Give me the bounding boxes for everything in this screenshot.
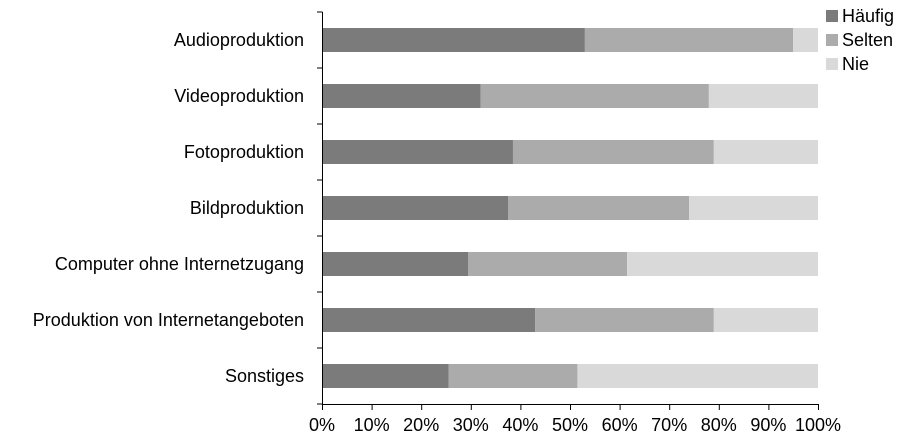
bar-h-ufig-0 [322,28,585,52]
legend-swatch-nie [826,58,838,70]
legend-swatch-h-ufig [826,10,838,22]
category-label: Produktion von Internetangeboten [33,310,304,330]
bar-h-ufig-3 [322,196,508,220]
legend-label: Selten [842,30,893,50]
legend: Häufig Selten Nie [826,6,894,74]
x-tick-label: 50% [552,415,588,435]
bar-selten-6 [448,364,578,388]
bar-nie-6 [577,364,818,388]
bar-selten-3 [508,196,690,220]
bar-nie-0 [793,28,818,52]
bar-selten-1 [480,84,709,108]
bar-selten-5 [535,308,714,332]
x-tick-label: 40% [502,415,538,435]
x-tick-label: 100% [795,415,841,435]
x-tick-label: 10% [354,415,390,435]
x-tick-label: 80% [701,415,737,435]
bar-nie-4 [627,252,818,276]
x-tick-label: 0% [309,415,335,435]
bar-h-ufig-5 [322,308,536,332]
category-label: Audioproduktion [174,30,304,50]
bar-h-ufig-2 [322,140,513,164]
category-label: Computer ohne Internetzugang [55,254,304,274]
axes-layer [317,11,819,410]
category-label: Sonstiges [225,366,304,386]
bar-selten-4 [468,252,628,276]
bar-nie-2 [713,140,818,164]
legend-label: Nie [842,54,869,74]
category-labels: Audioproduktion Videoproduktion Fotoproduk… [33,30,304,386]
category-label: Fotoproduktion [184,142,304,162]
category-label: Bildproduktion [190,198,304,218]
bar-nie-5 [713,308,818,332]
x-tick-label: 70% [651,415,687,435]
x-tick-label: 90% [750,415,786,435]
category-label: Videoproduktion [174,86,304,106]
x-tick-label: 20% [403,415,439,435]
legend-swatch-selten [826,34,838,46]
x-tick-label: 60% [602,415,638,435]
x-tick-label: 30% [453,415,489,435]
legend-label: Häufig [842,6,894,26]
bar-nie-3 [689,196,818,220]
bars-layer [322,28,818,388]
bar-h-ufig-6 [322,364,449,388]
bar-nie-1 [708,84,818,108]
bar-selten-0 [584,28,794,52]
x-tick-labels: 0% 10% 20% 30% 40% 50% 60% 70% 80% 90% 100% [309,415,841,435]
bar-h-ufig-1 [322,84,481,108]
bar-h-ufig-4 [322,252,469,276]
bar-selten-2 [512,140,714,164]
